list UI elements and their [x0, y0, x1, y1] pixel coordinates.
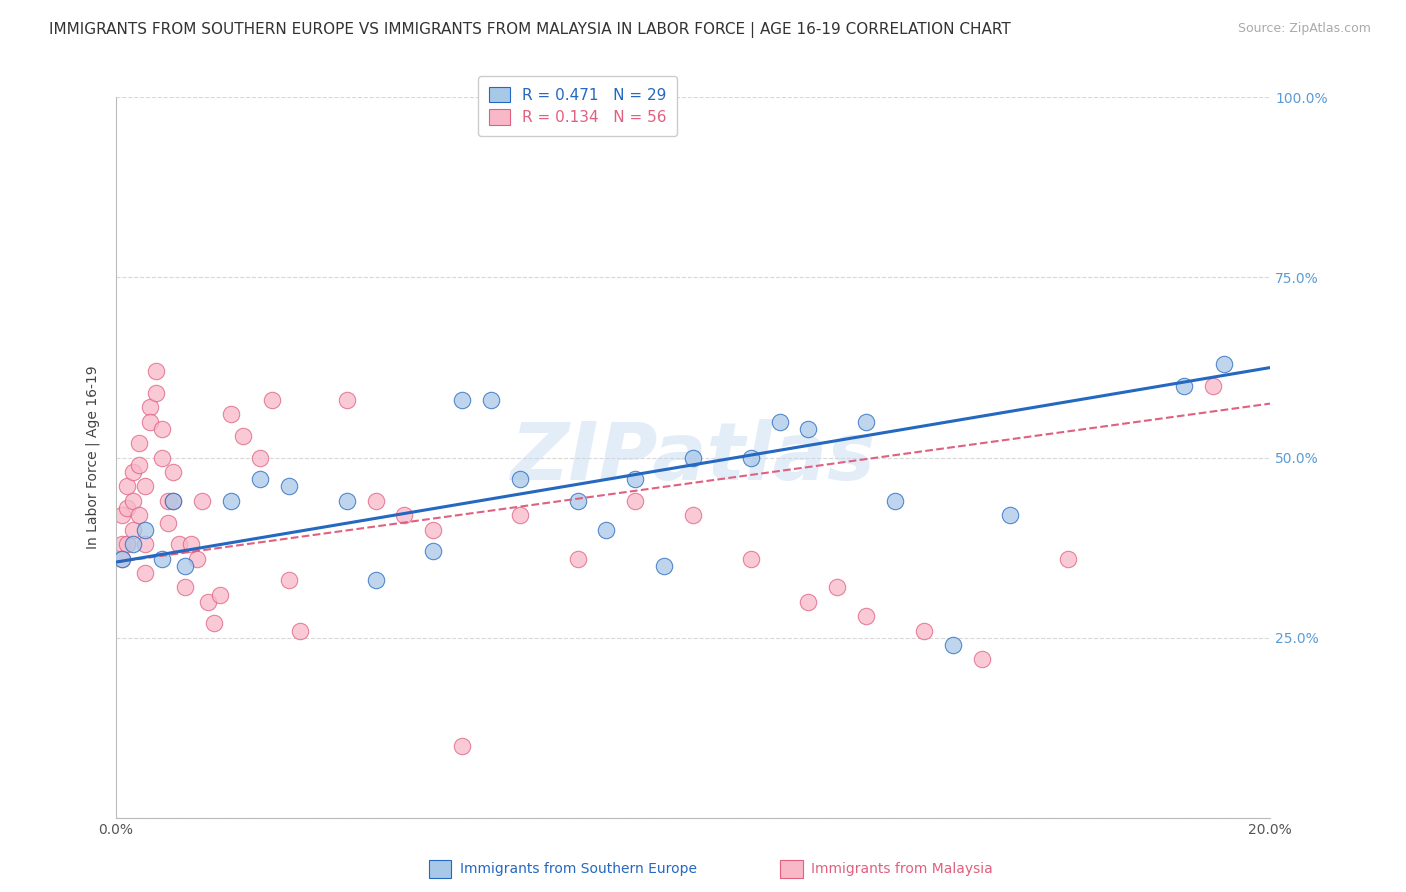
Point	[122, 537, 145, 551]
Point	[682, 508, 704, 523]
Point	[208, 588, 231, 602]
Point	[624, 472, 647, 486]
Point	[595, 523, 617, 537]
Point	[278, 479, 301, 493]
Point	[884, 494, 907, 508]
Point	[567, 551, 589, 566]
Point	[191, 494, 214, 508]
Point	[134, 537, 156, 551]
Point	[249, 450, 271, 465]
Point	[162, 494, 184, 508]
Text: Immigrants from Malaysia: Immigrants from Malaysia	[811, 862, 993, 876]
Point	[740, 450, 762, 465]
Legend: R = 0.471   N = 29, R = 0.134   N = 56: R = 0.471 N = 29, R = 0.134 N = 56	[478, 76, 678, 136]
Point	[768, 415, 790, 429]
Text: Source: ZipAtlas.com: Source: ZipAtlas.com	[1237, 22, 1371, 36]
Point	[122, 465, 145, 479]
Point	[232, 429, 254, 443]
Point	[162, 465, 184, 479]
Point	[174, 580, 197, 594]
Point	[197, 595, 219, 609]
Point	[652, 558, 675, 573]
Point	[139, 400, 162, 414]
Point	[150, 422, 173, 436]
Point	[117, 501, 139, 516]
Point	[145, 385, 167, 400]
Point	[139, 415, 162, 429]
Point	[451, 739, 474, 753]
Point	[219, 408, 242, 422]
Point	[128, 436, 150, 450]
Point	[797, 595, 820, 609]
Point	[740, 551, 762, 566]
Point	[336, 392, 359, 407]
Point	[202, 616, 225, 631]
Point	[150, 551, 173, 566]
Point	[156, 494, 179, 508]
Point	[1173, 378, 1195, 392]
Point	[128, 508, 150, 523]
Point	[394, 508, 416, 523]
Point	[122, 523, 145, 537]
Point	[117, 479, 139, 493]
Point	[278, 573, 301, 587]
Point	[150, 450, 173, 465]
Point	[162, 494, 184, 508]
Point	[156, 516, 179, 530]
Point	[364, 573, 387, 587]
Point	[509, 472, 531, 486]
Point	[970, 652, 993, 666]
Point	[422, 544, 444, 558]
Point	[110, 551, 132, 566]
Text: IMMIGRANTS FROM SOUTHERN EUROPE VS IMMIGRANTS FROM MALAYSIA IN LABOR FORCE | AGE: IMMIGRANTS FROM SOUTHERN EUROPE VS IMMIG…	[49, 22, 1011, 38]
Point	[567, 494, 589, 508]
Point	[1201, 378, 1223, 392]
Point	[1057, 551, 1080, 566]
Point	[912, 624, 935, 638]
Point	[110, 551, 132, 566]
Point	[110, 508, 132, 523]
Point	[249, 472, 271, 486]
Y-axis label: In Labor Force | Age 16-19: In Labor Force | Age 16-19	[86, 366, 100, 549]
Point	[682, 450, 704, 465]
Point	[364, 494, 387, 508]
Point	[855, 415, 877, 429]
Point	[134, 566, 156, 580]
Point	[797, 422, 820, 436]
Point	[219, 494, 242, 508]
Point	[110, 537, 132, 551]
Point	[180, 537, 202, 551]
Text: ZIPatlas: ZIPatlas	[510, 418, 876, 497]
Point	[169, 537, 191, 551]
Text: Immigrants from Southern Europe: Immigrants from Southern Europe	[460, 862, 697, 876]
Point	[827, 580, 849, 594]
Point	[1000, 508, 1022, 523]
Point	[336, 494, 359, 508]
Point	[290, 624, 312, 638]
Point	[942, 638, 965, 652]
Point	[186, 551, 208, 566]
Point	[451, 392, 474, 407]
Point	[422, 523, 444, 537]
Point	[855, 609, 877, 624]
Point	[1213, 357, 1236, 371]
Point	[624, 494, 647, 508]
Point	[128, 458, 150, 472]
Point	[479, 392, 502, 407]
Point	[134, 479, 156, 493]
Point	[509, 508, 531, 523]
Point	[260, 392, 283, 407]
Point	[122, 494, 145, 508]
Point	[174, 558, 197, 573]
Point	[145, 364, 167, 378]
Point	[134, 523, 156, 537]
Point	[117, 537, 139, 551]
